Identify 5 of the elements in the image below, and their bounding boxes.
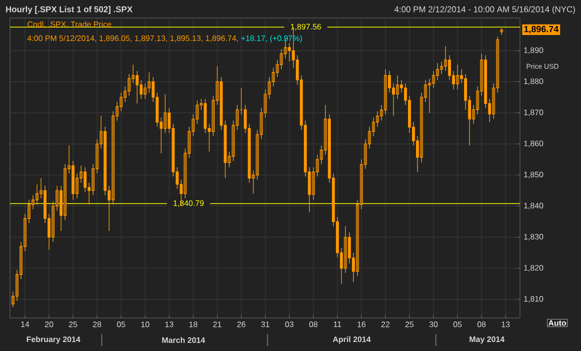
chart-title: Hourly [.SPX List 1 of 502] .SPX — [6, 6, 133, 14]
candlestick — [500, 28, 504, 36]
text: 1,896.74 — [524, 26, 559, 34]
candlestick — [456, 64, 460, 90]
chart-subtitle: 4:00 PM 2/12/2014 - 10:00 AM 5/16/2014 (NYC) — [394, 6, 575, 14]
